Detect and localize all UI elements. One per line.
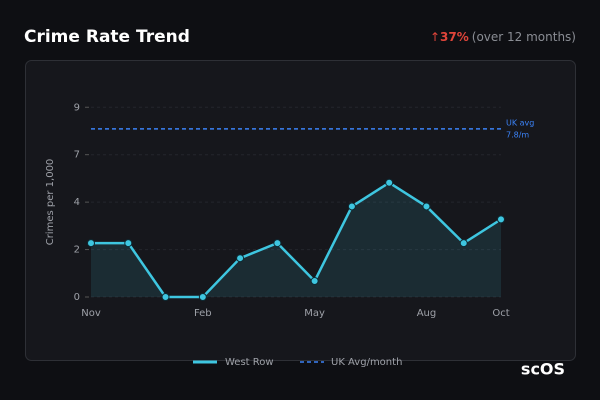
point <box>273 239 282 248</box>
x-tick-label: Nov <box>81 308 101 319</box>
watermark: scOS <box>521 360 565 379</box>
point <box>198 293 207 301</box>
point <box>347 202 356 211</box>
point <box>310 277 319 286</box>
line <box>91 181 502 299</box>
point <box>385 178 394 187</box>
x-tick-label: May <box>304 308 325 319</box>
card <box>25 60 576 361</box>
y-tick-label: 0 <box>74 292 80 303</box>
x-tick-label: Feb <box>194 308 212 319</box>
arrow: ↑ <box>430 30 440 44</box>
point <box>422 202 431 211</box>
title: Crime Rate Trend <box>24 27 190 47</box>
reference-value-label: 7.8/m <box>506 130 529 139</box>
legend-label: UK Avg/month <box>331 357 402 368</box>
legend-label: West Row <box>225 357 274 368</box>
x-tick-label: Aug <box>417 308 437 319</box>
y-axis-label: Crimes per 1,000 <box>45 159 56 246</box>
change-summary: ↑37% (over 12 months) <box>430 30 576 44</box>
y-tick-label: 2 <box>74 245 80 256</box>
point <box>161 293 170 301</box>
y-tick-label: 4 <box>74 197 80 208</box>
point <box>124 239 133 248</box>
point <box>236 254 245 263</box>
y-tick-label: 9 <box>74 102 80 113</box>
period: (over 12 months) <box>472 30 576 44</box>
x-tick-label: Oct <box>492 308 509 319</box>
reference-label: UK avg <box>506 118 534 127</box>
area <box>91 182 501 297</box>
point <box>87 239 95 248</box>
y-tick-label: 7 <box>74 150 80 161</box>
change: 37% <box>440 30 469 44</box>
point <box>459 239 468 248</box>
point <box>497 215 505 224</box>
